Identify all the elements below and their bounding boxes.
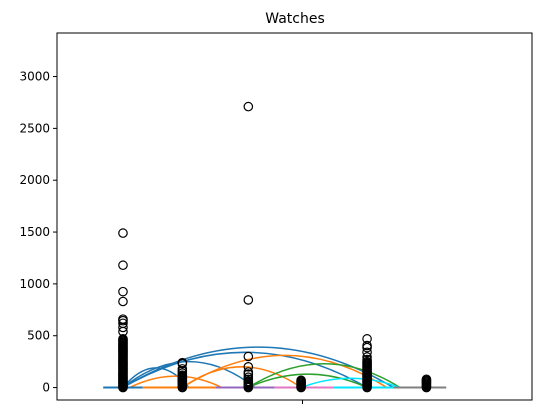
y-tick-label-2: 1000: [19, 277, 50, 291]
point-g3-8: [296, 375, 306, 386]
arc-2: [122, 361, 256, 389]
point-g0-48: [118, 334, 128, 344]
point-g1-15: [177, 364, 188, 374]
points-layer: [118, 101, 432, 393]
point-g2-8: [243, 372, 254, 382]
y-tick-label-0: 0: [42, 381, 50, 395]
arc-5: [181, 366, 302, 389]
point-g0-51: [118, 318, 128, 329]
point-g4-26: [362, 354, 372, 365]
point-g2-13: [243, 295, 254, 305]
point-g0-53: [118, 314, 128, 324]
point-g4-30: [362, 340, 372, 351]
point-g4-31: [362, 334, 372, 344]
y-tick-label-6: 3000: [19, 70, 50, 84]
point-g1-17: [177, 357, 188, 368]
arc-1: [122, 351, 368, 389]
y-tick-label-1: 500: [27, 329, 50, 343]
point-g0-55: [118, 286, 128, 297]
plot-frame: [56, 32, 533, 401]
arc-9: [300, 377, 401, 389]
point-g0-56: [118, 260, 128, 271]
arc-8: [248, 373, 368, 389]
arc-6: [129, 375, 223, 389]
y-tick-label-5: 2500: [19, 121, 50, 135]
point-g0-54: [118, 296, 128, 307]
point-g4-28: [362, 347, 372, 358]
arc-7: [247, 362, 401, 389]
y-tick-label-4: 2000: [19, 173, 50, 187]
point-g4-27: [362, 352, 372, 362]
point-g2-11: [243, 362, 254, 372]
point-g2-14: [243, 101, 254, 112]
chart-title: Watches: [265, 11, 325, 27]
point-g2-12: [243, 351, 254, 362]
y-axis: 0 500 1000 1500 2000 2500 3000: [19, 70, 57, 395]
y-tick-label-3: 1500: [19, 225, 50, 239]
point-g2-10: [243, 367, 254, 377]
point-g5-8: [421, 374, 432, 385]
point-g0-57: [118, 228, 128, 238]
arcs-layer: [122, 346, 401, 389]
